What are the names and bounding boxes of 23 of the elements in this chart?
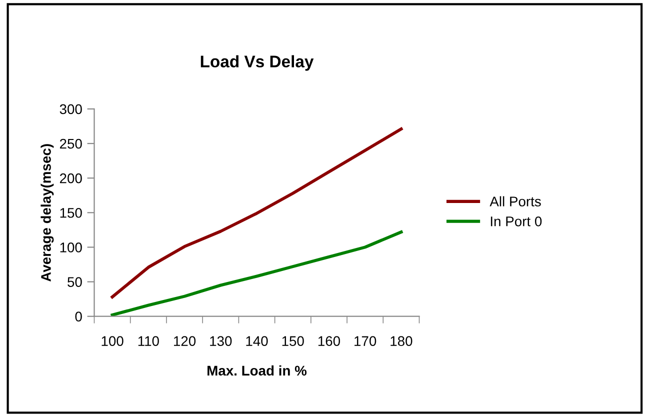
line-series <box>110 230 403 316</box>
x-tick-label: 140 <box>246 336 268 346</box>
y-tick-label: 250 <box>60 138 82 149</box>
x-axis-title: Max. Load in % <box>208 365 307 376</box>
x-tick-label: 170 <box>354 336 376 346</box>
y-tick-label: 0 <box>75 312 82 322</box>
x-tick-label: 180 <box>390 336 412 346</box>
x-tick-label: 150 <box>282 336 304 346</box>
y-tick-label: 100 <box>60 242 82 252</box>
x-tick-label: 120 <box>174 336 196 346</box>
x-tick-label: 160 <box>318 336 340 346</box>
y-tick-label: 50 <box>68 277 82 287</box>
y-tick-label: 150 <box>60 208 82 218</box>
legend-label: In Port 0 <box>490 216 542 226</box>
chart-title: Load Vs Delay <box>200 55 314 71</box>
line-series <box>110 127 403 299</box>
y-axis-title: Average delay(msec) <box>40 144 54 282</box>
x-tick-label: 100 <box>102 336 124 346</box>
y-tick-label: 300 <box>60 104 82 114</box>
y-tick-label: 200 <box>60 173 82 184</box>
legend-label: All Ports <box>490 196 541 206</box>
x-tick-label: 130 <box>210 336 232 346</box>
x-tick-label: 110 <box>138 336 159 346</box>
